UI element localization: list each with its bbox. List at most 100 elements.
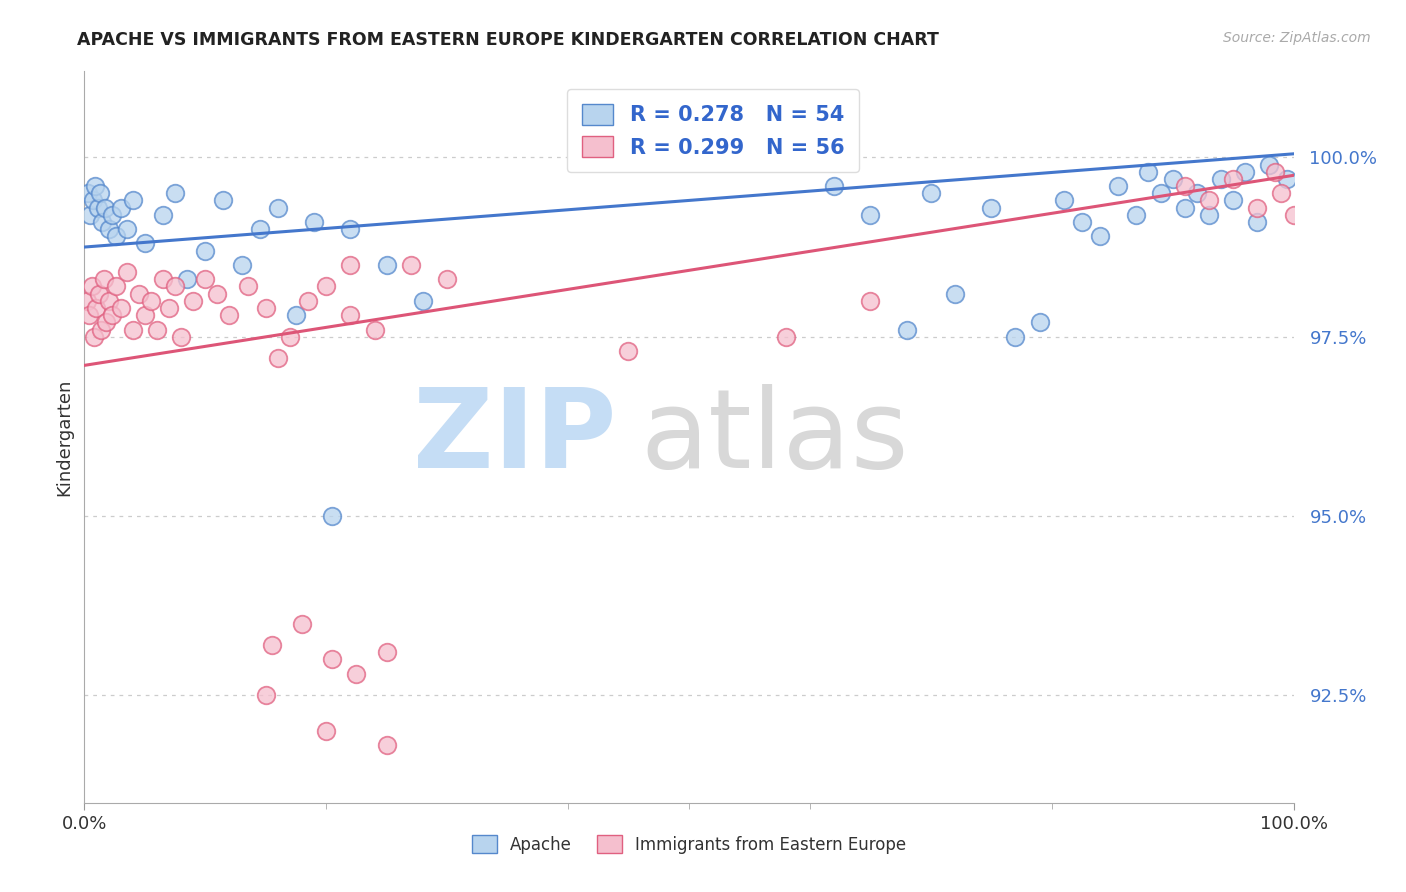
Point: [1185, 186, 1208, 201]
Point: [1174, 201, 1197, 215]
Point: [79, 208, 101, 222]
Point: [181, 293, 204, 308]
Point: [399, 258, 422, 272]
Point: [1149, 186, 1171, 201]
Point: [1258, 158, 1281, 172]
Point: [121, 194, 143, 208]
Point: [1028, 315, 1050, 329]
Point: [1246, 201, 1268, 215]
Point: [86, 201, 108, 215]
Point: [82, 194, 104, 208]
Point: [1198, 194, 1220, 208]
Point: [980, 201, 1002, 215]
Point: [104, 229, 127, 244]
Point: [1277, 172, 1299, 186]
Point: [254, 688, 277, 702]
Point: [285, 308, 308, 322]
Point: [80, 279, 103, 293]
Point: [267, 201, 290, 215]
Point: [97, 222, 120, 236]
Point: [194, 272, 217, 286]
Point: [920, 186, 942, 201]
Point: [152, 208, 174, 222]
Point: [128, 286, 150, 301]
Point: [1198, 208, 1220, 222]
Point: [84, 179, 107, 194]
Point: [267, 351, 290, 366]
Point: [110, 301, 132, 315]
Point: [76, 293, 98, 308]
Point: [207, 286, 229, 301]
Point: [231, 258, 253, 272]
Point: [139, 293, 162, 308]
Point: [302, 215, 325, 229]
Point: [775, 329, 797, 343]
Point: [1222, 194, 1244, 208]
Point: [101, 308, 124, 322]
Point: [339, 308, 361, 322]
Point: [212, 194, 235, 208]
Point: [134, 308, 156, 322]
Point: [1234, 165, 1257, 179]
Point: [194, 244, 217, 258]
Point: [363, 322, 385, 336]
Point: [91, 215, 114, 229]
Point: [87, 286, 110, 301]
Point: [375, 739, 398, 753]
Point: [1004, 329, 1026, 343]
Point: [134, 236, 156, 251]
Point: [375, 258, 398, 272]
Point: [346, 666, 368, 681]
Text: APACHE VS IMMIGRANTS FROM EASTERN EUROPE KINDERGARTEN CORRELATION CHART: APACHE VS IMMIGRANTS FROM EASTERN EUROPE…: [77, 31, 939, 49]
Point: [77, 186, 100, 201]
Point: [104, 279, 127, 293]
Point: [94, 201, 117, 215]
Point: [315, 724, 337, 739]
Point: [152, 272, 174, 286]
Point: [115, 222, 138, 236]
Point: [110, 201, 132, 215]
Point: [170, 329, 193, 343]
Point: [1222, 172, 1244, 186]
Point: [1270, 186, 1292, 201]
Point: [1209, 172, 1232, 186]
Point: [77, 308, 100, 322]
Point: [339, 222, 361, 236]
Point: [291, 616, 314, 631]
Point: [236, 279, 259, 293]
Point: [1107, 179, 1129, 194]
Point: [260, 638, 283, 652]
Point: [94, 315, 117, 329]
Point: [321, 652, 343, 666]
Point: [157, 301, 180, 315]
Point: [859, 293, 882, 308]
Point: [1088, 229, 1111, 244]
Point: [1282, 208, 1305, 222]
Point: [436, 272, 458, 286]
Point: [1246, 215, 1268, 229]
Point: [218, 308, 240, 322]
Point: [1053, 194, 1076, 208]
Point: [165, 279, 187, 293]
Point: [823, 179, 845, 194]
Point: [101, 208, 124, 222]
Point: [1137, 165, 1160, 179]
Point: [146, 322, 169, 336]
Point: [617, 344, 640, 359]
Point: [86, 301, 108, 315]
Point: [254, 301, 277, 315]
Point: [1264, 165, 1286, 179]
Point: [297, 293, 319, 308]
Legend: Apache, Immigrants from Eastern Europe: Apache, Immigrants from Eastern Europe: [465, 829, 912, 860]
Point: [165, 186, 187, 201]
Point: [249, 222, 271, 236]
Point: [176, 272, 198, 286]
Point: [1161, 172, 1184, 186]
Point: [412, 293, 434, 308]
Text: atlas: atlas: [641, 384, 910, 491]
Text: Source: ZipAtlas.com: Source: ZipAtlas.com: [1223, 31, 1371, 45]
Point: [1071, 215, 1094, 229]
Point: [339, 258, 361, 272]
Point: [121, 322, 143, 336]
Point: [859, 208, 882, 222]
